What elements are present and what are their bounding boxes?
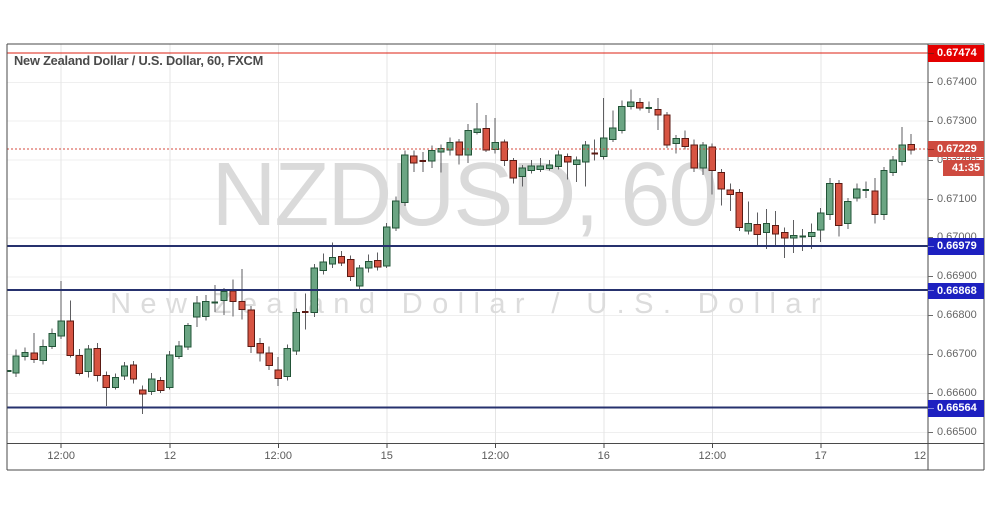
svg-text:New Zealand Dollar / U.S. Doll: New Zealand Dollar / U.S. Dollar xyxy=(110,288,830,320)
svg-text:NZDUSD, 60: NZDUSD, 60 xyxy=(211,145,716,245)
